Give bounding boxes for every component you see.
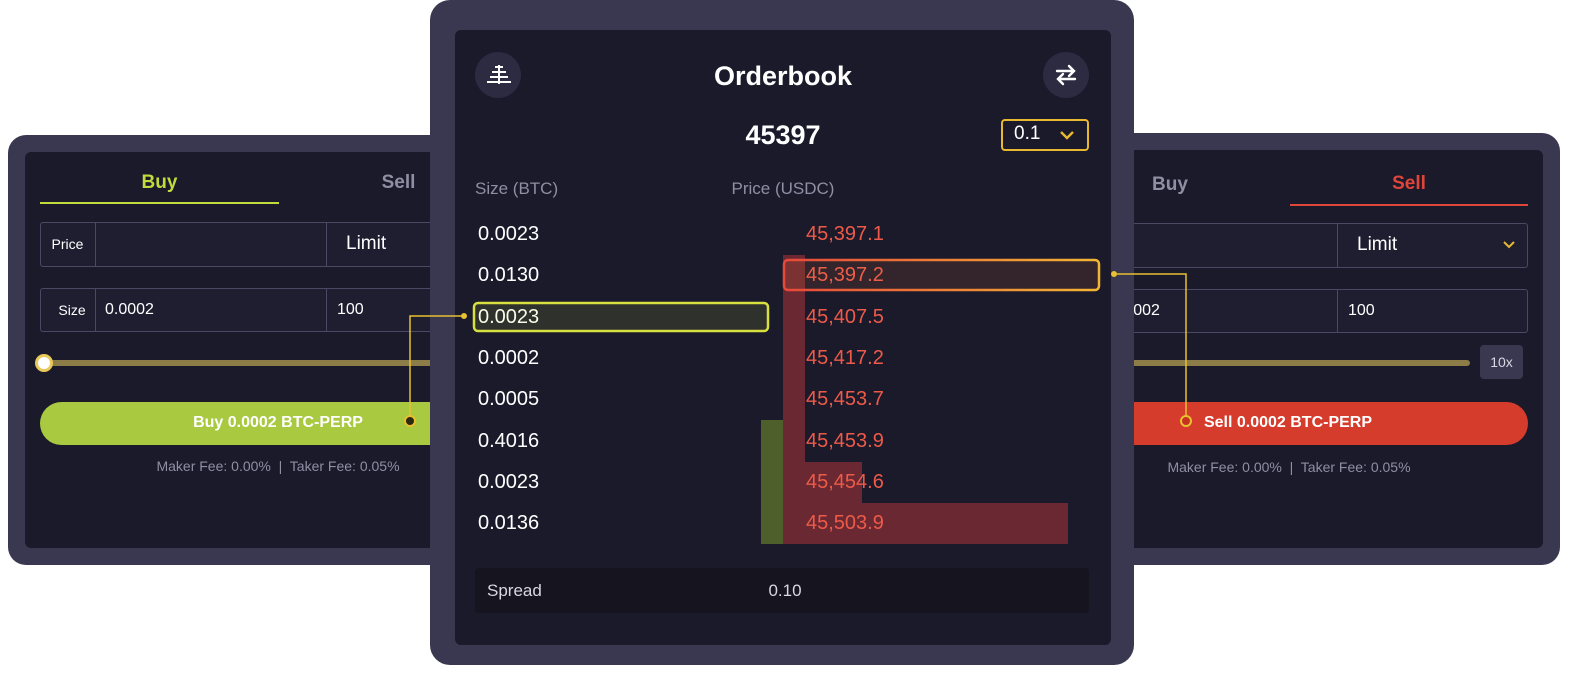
bid-size: 0.0002	[478, 346, 540, 369]
bid-depth	[761, 420, 783, 544]
fees: Maker Fee: 0.00% | Taker Fee: 0.05%	[1167, 459, 1411, 475]
price-input[interactable]	[1090, 223, 1528, 268]
order-type[interactable]: Limit	[346, 233, 387, 254]
bid-size: 0.4016	[478, 429, 540, 452]
ask-depth	[783, 255, 805, 544]
leverage-box[interactable]	[1480, 345, 1523, 379]
bid-size: 0.0023	[478, 470, 540, 493]
highlight-bid	[472, 301, 770, 333]
bid-size: 0.0023	[478, 302, 539, 332]
buy-button-label: Buy 0.0002 BTC-PERP	[193, 414, 363, 431]
tick-size-select[interactable]	[1001, 119, 1089, 151]
total-value[interactable]: 100	[337, 301, 364, 318]
connector	[409, 315, 464, 421]
sell-button[interactable]	[1100, 402, 1528, 445]
slider-track	[1095, 360, 1470, 366]
spread-value: 0.10	[768, 581, 802, 600]
buy-tab[interactable]: Buy	[141, 172, 178, 193]
ask-depth	[862, 503, 1068, 544]
connector	[1114, 273, 1187, 421]
sell-tab[interactable]: Sell	[381, 172, 416, 193]
total-value[interactable]: 100	[1348, 302, 1375, 319]
slider-knob[interactable]	[35, 354, 53, 372]
connector-dot	[461, 313, 467, 319]
sell-tab[interactable]: Sell	[1392, 173, 1426, 194]
spread-bar	[475, 568, 1089, 613]
panel-body	[1090, 150, 1543, 548]
header: Price (USDC)	[731, 179, 835, 198]
connector-dot	[1180, 415, 1192, 427]
size-input[interactable]	[40, 288, 480, 332]
connector-dot	[1111, 271, 1117, 277]
size-label: Size	[58, 302, 86, 318]
layout-icon	[487, 65, 511, 84]
ask-price: 45,454.6	[806, 470, 884, 493]
divider	[1337, 223, 1338, 268]
fees: Maker Fee: 0.00% | Taker Fee: 0.05%	[156, 458, 400, 474]
chevron	[1060, 131, 1074, 140]
divider	[326, 222, 327, 267]
bid-size: 0.0023	[478, 223, 540, 245]
header: Size (BTC)	[475, 179, 559, 198]
price-label: Price	[51, 236, 84, 252]
divider	[95, 222, 96, 267]
divider	[1337, 289, 1338, 333]
size-input[interactable]	[1090, 289, 1528, 333]
order-type[interactable]: Limit	[1357, 234, 1398, 255]
ask-price: 45,453.7	[806, 388, 884, 411]
size-value[interactable]: 0.0002	[105, 301, 154, 318]
spread-label: Spread	[487, 581, 542, 600]
title: Orderbook	[713, 61, 853, 91]
ask-price: 45,397.2	[806, 260, 884, 290]
sell-button-label: Sell 0.0002 BTC-PERP	[1203, 414, 1373, 431]
price-input[interactable]	[40, 222, 480, 267]
last-price: 45397	[745, 120, 821, 150]
divider	[326, 288, 327, 332]
tick-size: 0.1	[1014, 123, 1041, 144]
panel-body	[25, 152, 475, 548]
ask-price: 45,417.2	[806, 346, 884, 369]
leverage: 10x	[1490, 354, 1513, 370]
ask-depth	[805, 462, 862, 544]
ask-price: 45,407.5	[806, 305, 884, 328]
swap-button[interactable]	[1043, 52, 1089, 98]
ask-price: 45,397.1	[806, 223, 884, 245]
bid-size: 0.0005	[478, 388, 540, 411]
ask-price: 45,453.9	[806, 429, 884, 452]
bid-size: 0.0130	[478, 264, 540, 287]
buy-tab[interactable]: Buy	[1152, 174, 1188, 195]
highlight-ask	[782, 258, 1101, 292]
tab-underline	[40, 202, 279, 204]
bid-size: 0.0136	[478, 512, 540, 535]
ask-price: 45,503.9	[806, 512, 884, 535]
tab-underline	[1290, 204, 1528, 206]
swap-icon	[1055, 64, 1077, 86]
divider	[95, 288, 96, 332]
slider-track	[44, 360, 464, 366]
chevron	[1503, 241, 1515, 249]
connector-dot	[404, 415, 416, 427]
